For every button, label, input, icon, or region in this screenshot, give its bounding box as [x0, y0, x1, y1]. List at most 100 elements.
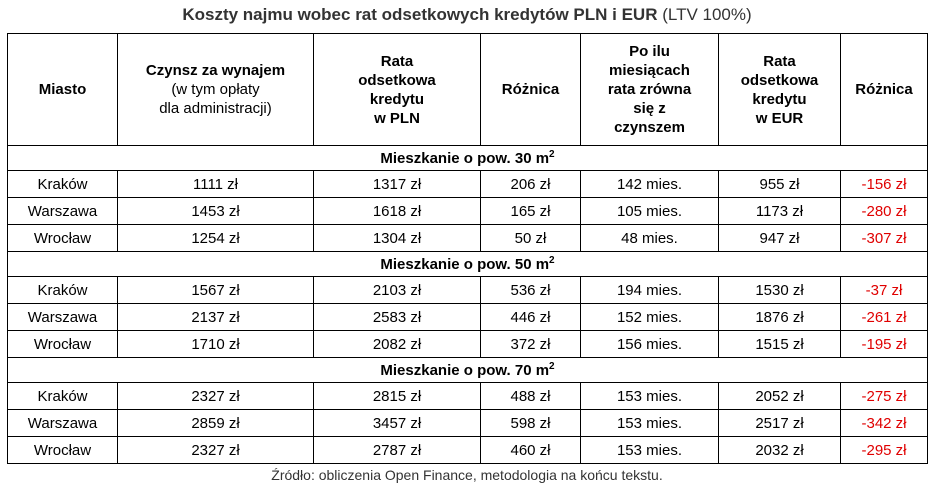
cell: 142 mies.	[580, 170, 719, 198]
section-row: Mieszkanie o pow. 30 m2	[7, 145, 928, 171]
cell: 1111 zł	[117, 170, 314, 198]
cell: 1173 zł	[718, 197, 841, 225]
cell: 105 mies.	[580, 197, 719, 225]
header-text: Miasto	[38, 81, 87, 98]
data-row: Wrocław 2327 zł 2787 zł 460 zł 153 mies. 2032…	[7, 436, 928, 464]
header-cell: Różnica	[480, 33, 581, 146]
cell: 194 mies.	[580, 276, 719, 304]
section-label: Mieszkanie o pow. 70 m	[380, 362, 550, 379]
header-text: kredytu	[752, 90, 807, 108]
header-cell: Rata odsetkowa kredytu w EUR	[718, 33, 841, 146]
title: Koszty najmu wobec rat odsetkowych kredy…	[0, 5, 934, 25]
section-row: Mieszkanie o pow. 70 m2	[7, 357, 928, 383]
cell: 2327 zł	[117, 382, 314, 410]
cell: 1254 zł	[117, 224, 314, 252]
header-text: Różnica	[501, 81, 560, 98]
cell: 153 mies.	[580, 436, 719, 464]
header-cell: Po ilu miesiącach rata zrówna się z czynszem	[580, 33, 719, 146]
cell: 2052 zł	[718, 382, 841, 410]
cell: Warszawa	[7, 409, 118, 437]
source: Źródło: obliczenia Open Finance, metodol…	[271, 467, 663, 483]
cell: 2327 zł	[117, 436, 314, 464]
cell: 1530 zł	[718, 276, 841, 304]
cell: 2082 zł	[313, 330, 481, 358]
header-cell: Różnica	[840, 33, 928, 146]
data-row: Kraków 1111 zł 1317 zł 206 zł 142 mies. 955 z…	[7, 170, 928, 198]
header-text: Różnica	[855, 81, 913, 98]
data-row: Warszawa 2137 zł 2583 zł 446 zł 152 mies. 187…	[7, 303, 928, 331]
cell: 446 zł	[480, 303, 581, 331]
cell: 955 zł	[718, 170, 841, 198]
cell: Kraków	[7, 382, 118, 410]
cell: 2032 zł	[718, 436, 841, 464]
cell: 1876 zł	[718, 303, 841, 331]
cell: 536 zł	[480, 276, 581, 304]
section-cell: Mieszkanie o pow. 50 m2	[7, 251, 928, 277]
cell: 372 zł	[480, 330, 581, 358]
data-row: Wrocław 1254 zł 1304 zł 50 zł 48 mies. 947 zł…	[7, 224, 928, 252]
cell: 153 mies.	[580, 409, 719, 437]
cell: 2517 zł	[718, 409, 841, 437]
title-main: Koszty najmu wobec rat odsetkowych kredy…	[182, 5, 658, 24]
header-text: odsetkowa	[740, 71, 819, 89]
cell: 165 zł	[480, 197, 581, 225]
cell: 1567 zł	[117, 276, 314, 304]
cell: 152 mies.	[580, 303, 719, 331]
cell: 488 zł	[480, 382, 581, 410]
header-cell: Rata odsetkowa kredytu w PLN	[313, 33, 481, 146]
cell: -295 zł	[840, 436, 928, 464]
cell: 1618 zł	[313, 197, 481, 225]
header-text: Po ilu	[629, 43, 670, 60]
header-text: Rata	[763, 52, 796, 70]
cell: 50 zł	[480, 224, 581, 252]
header-text: miesiącach	[609, 62, 690, 79]
cell: 460 zł	[480, 436, 581, 464]
section-label: Mieszkanie o pow. 30 m	[380, 150, 550, 167]
cell: 48 mies.	[580, 224, 719, 252]
cell: 206 zł	[480, 170, 581, 198]
cell: 947 zł	[718, 224, 841, 252]
section-sup: 2	[549, 149, 555, 160]
table: Miasto Czynsz za wynajem (w tym opłaty dla …	[7, 33, 928, 464]
header-text: Rata	[380, 52, 414, 70]
data-row: Wrocław 1710 zł 2082 zł 372 zł 156 mies. 1515…	[7, 330, 928, 358]
section-sup: 2	[549, 361, 555, 372]
header-text: w EUR	[755, 109, 804, 127]
cell: 2859 zł	[117, 409, 314, 437]
cell: -280 zł	[840, 197, 928, 225]
title-suffix: (LTV 100%)	[662, 5, 752, 24]
cell: 1304 zł	[313, 224, 481, 252]
cell: Wrocław	[7, 330, 118, 358]
header-text: rata zrówna	[607, 81, 692, 98]
cell: 1515 zł	[718, 330, 841, 358]
section-label: Mieszkanie o pow. 50 m	[380, 256, 550, 273]
cell: Kraków	[7, 276, 118, 304]
cell: -307 zł	[840, 224, 928, 252]
header-row: Miasto Czynsz za wynajem (w tym opłaty dla …	[7, 33, 928, 146]
cell: Wrocław	[7, 224, 118, 252]
header-text: czynszem	[614, 119, 685, 136]
header-text: w PLN	[374, 109, 420, 127]
header-note: dla administracji)	[159, 100, 272, 117]
header-cell: Miasto	[7, 33, 118, 146]
cell: 2137 zł	[117, 303, 314, 331]
data-row: Warszawa 1453 zł 1618 zł 165 zł 105 mies. 117…	[7, 197, 928, 225]
cell: -156 zł	[840, 170, 928, 198]
data-row: Kraków 2327 zł 2815 zł 488 zł 153 mies. 2052 …	[7, 382, 928, 410]
cell: 1710 zł	[117, 330, 314, 358]
data-row: Kraków 1567 zł 2103 zł 536 zł 194 mies. 1530 …	[7, 276, 928, 304]
cell: 153 mies.	[580, 382, 719, 410]
cell: -261 zł	[840, 303, 928, 331]
cell: Warszawa	[7, 303, 118, 331]
section-cell: Mieszkanie o pow. 70 m2	[7, 357, 928, 383]
cell: -342 zł	[840, 409, 928, 437]
section-cell: Mieszkanie o pow. 30 m2	[7, 145, 928, 171]
cell: 1317 zł	[313, 170, 481, 198]
cell: 2787 zł	[313, 436, 481, 464]
cell: 2815 zł	[313, 382, 481, 410]
header-text: się z	[633, 100, 666, 117]
data-row: Warszawa 2859 zł 3457 zł 598 zł 153 mies. 251…	[7, 409, 928, 437]
cell: 3457 zł	[313, 409, 481, 437]
header-cell: Czynsz za wynajem (w tym opłaty dla admini…	[117, 33, 314, 146]
